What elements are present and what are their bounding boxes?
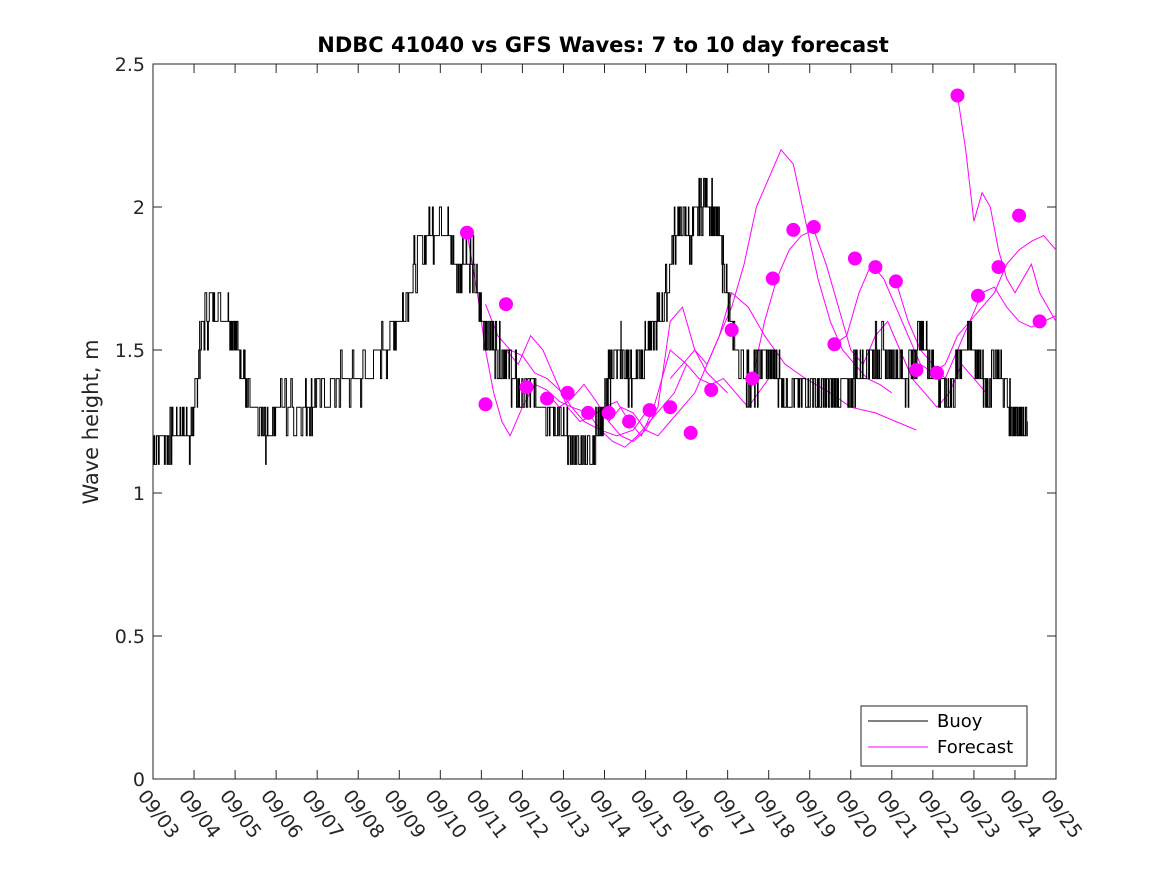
forecast-point [1032, 314, 1047, 329]
forecast-point [581, 405, 596, 420]
y-axis-label: Wave height, m [79, 339, 103, 504]
forecast-trace [895, 281, 1057, 380]
y-tick-label: 0 [133, 769, 145, 791]
forecast-point [765, 271, 780, 286]
y-axis-ticks: 0 0.5 1 1.5 2 2.5 [115, 54, 1056, 791]
y-tick-label: 2 [133, 197, 145, 219]
forecast-trace [546, 306, 728, 443]
y-tick-label: 0.5 [115, 626, 145, 648]
forecast-point [786, 222, 801, 237]
forecast-point [642, 403, 657, 418]
buoy-line [153, 177, 1028, 465]
forecast-point [971, 288, 985, 303]
forecast-point [601, 405, 616, 420]
y-tick-label: 1.5 [115, 340, 145, 362]
legend: Buoy Forecast [860, 705, 1028, 767]
forecast-point [478, 397, 493, 412]
forecast-point [930, 365, 944, 380]
forecast-point [519, 380, 534, 395]
forecast-point [950, 88, 965, 103]
forecast-point [460, 225, 474, 240]
y-tick-label: 1 [133, 483, 145, 505]
forecast-point [806, 220, 821, 234]
forecast-point [991, 260, 1006, 275]
chart-title: NDBC 41040 vs GFS Waves: 7 to 10 day for… [317, 33, 888, 57]
forecast-point [724, 323, 739, 337]
forecast-point [847, 251, 862, 266]
forecast-point [560, 385, 575, 400]
forecast-point [622, 414, 637, 429]
plot-series [153, 88, 1057, 465]
forecast-point [827, 337, 842, 352]
legend-box [860, 705, 1028, 767]
forecast-trace [957, 95, 1057, 322]
legend-buoy-label: Buoy [937, 711, 983, 732]
y-tick-label: 2.5 [115, 54, 145, 76]
legend-forecast-label: Forecast [937, 737, 1013, 758]
forecast-point [704, 383, 719, 397]
forecast-trace [587, 363, 770, 448]
forecast-point [540, 391, 554, 406]
forecast-point [663, 400, 678, 415]
forecast-point [499, 297, 513, 312]
forecast-point [1012, 208, 1027, 223]
forecast-point [683, 425, 698, 440]
forecast-point [745, 371, 760, 386]
forecast-point [888, 274, 903, 289]
forecast-point [868, 260, 883, 275]
forecast-point [909, 363, 924, 377]
forecast-trace [669, 148, 893, 394]
